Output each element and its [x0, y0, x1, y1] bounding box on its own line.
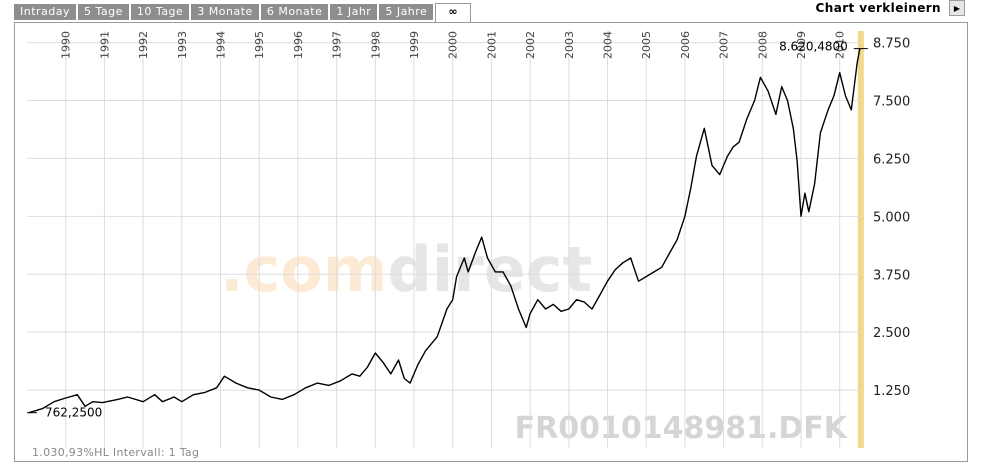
tab-10-tage[interactable]: 10 Tage: [130, 4, 192, 20]
tab-5-jahre[interactable]: 5 Jahre: [379, 4, 436, 20]
play-arrow-icon[interactable]: ▶: [949, 0, 965, 16]
start-value-label: 762,2500: [45, 406, 102, 420]
y-tick-label: 6.250: [873, 152, 910, 167]
x-tick-label: 1997: [331, 31, 344, 59]
x-tick-label: 2007: [718, 31, 731, 59]
x-tick-label: 2006: [679, 31, 692, 59]
tab-1-jahr[interactable]: 1 Jahr: [330, 4, 380, 20]
period-tabs: Intraday 5 Tage 10 Tage 3 Monate 6 Monat…: [14, 3, 471, 22]
x-tick-label: 1991: [98, 31, 111, 59]
x-tick-label: 1996: [292, 31, 305, 59]
x-tick-label: 2008: [756, 31, 769, 59]
tab-3-monate[interactable]: 3 Monate: [191, 4, 261, 20]
tab-6-monate[interactable]: 6 Monate: [260, 4, 331, 20]
x-tick-label: 2004: [602, 31, 615, 59]
end-value-label: 8.620,4800: [779, 40, 848, 54]
y-tick-label: 7.500: [873, 95, 910, 110]
x-tick-label: 1992: [137, 31, 150, 59]
x-tick-label: 2002: [524, 31, 537, 59]
chart-shrink-control[interactable]: Chart verkleinern ▶: [816, 0, 965, 16]
tab-intraday[interactable]: Intraday: [14, 4, 79, 20]
price-chart: .comdirect FR0010148981.DFK 1990 1991 1992 1…: [27, 31, 910, 448]
tab-5-tage[interactable]: 5 Tage: [78, 4, 131, 20]
chart-frame: .comdirect FR0010148981.DFK 1990 1991 1992 1…: [14, 22, 968, 462]
y-tick-label: 8.750: [873, 37, 910, 52]
x-tick-label: 2001: [485, 31, 498, 59]
comdirect-logo-watermark: .comdirect: [220, 233, 592, 306]
chart-footer-info: 1.030,93%HL Intervall: 1 Tag: [32, 446, 200, 459]
x-tick-label: 1993: [176, 31, 189, 59]
price-series-line: [28, 48, 861, 414]
chart-shrink-label[interactable]: Chart verkleinern: [815, 1, 941, 15]
x-tick-label: 1990: [60, 31, 73, 59]
y-tick-label: 3.750: [873, 268, 910, 283]
x-tick-label: 1994: [215, 31, 228, 59]
y-tick-label: 5.000: [873, 210, 910, 225]
x-tick-label: 2010: [834, 31, 847, 59]
y-tick-label: 1.250: [873, 384, 910, 399]
x-tick-label: 2000: [447, 31, 460, 59]
x-tick-label: 1998: [369, 31, 382, 59]
x-tick-label: 2009: [795, 31, 808, 59]
current-period-band: [857, 31, 864, 448]
x-tick-label: 2003: [563, 31, 576, 59]
x-tick-label: 1999: [408, 31, 421, 59]
x-tick-label: 1995: [253, 31, 266, 59]
y-tick-label: 2.500: [873, 326, 910, 341]
tab-infinity[interactable]: ∞: [435, 3, 471, 22]
x-tick-label: 2005: [640, 31, 653, 59]
symbol-watermark: FR0010148981.DFK: [515, 411, 849, 446]
